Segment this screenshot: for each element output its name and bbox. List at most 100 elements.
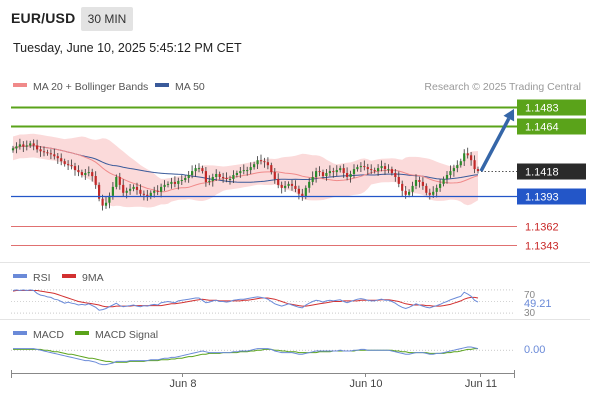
ma50-line xyxy=(12,145,479,183)
candle-body xyxy=(304,187,307,197)
candle-body xyxy=(191,171,194,176)
support-label-box xyxy=(517,188,586,205)
candle-body xyxy=(194,168,197,172)
candle-body xyxy=(36,145,39,150)
timeframe-badge[interactable]: 30 MIN xyxy=(81,7,133,31)
candle-body xyxy=(87,172,90,174)
candle-body xyxy=(29,143,32,146)
candle-body xyxy=(80,172,83,176)
legend-rsi-swatch xyxy=(13,274,27,278)
rsi-value-label: 49.21 xyxy=(524,298,552,310)
candle-body xyxy=(470,155,473,161)
x-tick-label: Jun 10 xyxy=(349,378,382,390)
candle-body xyxy=(73,166,77,171)
candle-body xyxy=(277,179,280,185)
legend-macd-label: MACD xyxy=(33,329,64,341)
candle-body xyxy=(349,174,352,177)
candle-body xyxy=(104,202,108,206)
candle-body xyxy=(456,165,459,169)
candle-body xyxy=(125,190,128,193)
candle-body xyxy=(308,181,311,188)
candle-body xyxy=(163,184,166,187)
current-price-label: 1.1418 xyxy=(525,167,559,179)
candle-body xyxy=(352,169,356,174)
candle-body xyxy=(46,152,49,154)
candle-body xyxy=(273,172,276,179)
candle-body xyxy=(466,153,469,156)
candle-body xyxy=(204,171,207,182)
candle-body xyxy=(253,164,256,168)
candle-body xyxy=(463,153,466,162)
candle-body xyxy=(215,174,218,177)
candle-body xyxy=(373,170,376,172)
candle-body xyxy=(211,177,214,181)
arrow-head xyxy=(503,108,515,122)
candle-body xyxy=(246,170,249,172)
candle-body xyxy=(270,165,273,172)
rsi-tick-70: 70 xyxy=(524,290,536,301)
candle-body xyxy=(473,160,476,170)
candle-body xyxy=(383,166,387,170)
candle-body xyxy=(380,166,383,169)
candle-body xyxy=(139,189,142,194)
resistance-label-box xyxy=(517,118,586,135)
candle-body xyxy=(63,161,66,165)
copyright: Research © 2025 Trading Central xyxy=(424,81,581,93)
candle-body xyxy=(408,191,411,195)
candle-body xyxy=(77,170,80,173)
candle-body xyxy=(180,180,183,181)
rsi-line xyxy=(12,289,479,311)
candle-body xyxy=(142,193,145,195)
legend-ma50-label: MA 50 xyxy=(175,81,205,93)
candle-body xyxy=(98,184,101,199)
candle-body xyxy=(197,168,201,170)
candle-body xyxy=(67,164,70,166)
candle-body xyxy=(321,172,325,177)
legend-ma20-swatch xyxy=(13,83,27,87)
candle-body xyxy=(222,177,225,178)
candle-body xyxy=(153,190,156,193)
candle-body xyxy=(184,178,187,180)
candle-body xyxy=(421,181,424,186)
candle-body xyxy=(449,171,452,176)
candle-body xyxy=(459,161,462,166)
candle-body xyxy=(325,173,328,176)
candle-body xyxy=(301,193,304,197)
candle-body xyxy=(418,180,421,182)
candle-body xyxy=(335,170,338,173)
projection-arrow xyxy=(479,108,515,172)
candle-body xyxy=(70,165,73,167)
candle-body xyxy=(228,179,232,180)
candle-body xyxy=(346,173,349,177)
rsi-tick-30: 30 xyxy=(524,308,536,319)
candle-body xyxy=(225,178,228,179)
candle-body xyxy=(60,158,63,162)
candle-body xyxy=(173,181,176,184)
candle-body xyxy=(332,171,335,173)
candle-body xyxy=(263,161,266,163)
rsi-9ma-line xyxy=(12,290,479,308)
weak-level-label: 1.1343 xyxy=(525,241,559,253)
candle-body xyxy=(91,172,94,177)
candle-body xyxy=(122,184,125,193)
candle-body xyxy=(290,183,294,186)
candle-body xyxy=(342,168,345,173)
candle-body xyxy=(108,195,111,203)
candlesticks xyxy=(11,138,480,211)
candle-body xyxy=(359,166,362,168)
x-tick-label: Jun 8 xyxy=(170,378,197,390)
candle-body xyxy=(94,176,97,185)
candle-body xyxy=(218,174,221,177)
candle-body xyxy=(284,185,287,188)
candle-body xyxy=(15,146,18,149)
candle-body xyxy=(53,154,56,157)
candle-body xyxy=(366,167,369,170)
candle-body xyxy=(435,187,438,192)
candle-body xyxy=(390,169,393,174)
legend-ma20-label: MA 20 + Bollinger Bands xyxy=(33,81,148,93)
candle-body xyxy=(318,171,321,173)
legend-ma50-swatch xyxy=(155,83,169,87)
candle-body xyxy=(339,168,342,171)
